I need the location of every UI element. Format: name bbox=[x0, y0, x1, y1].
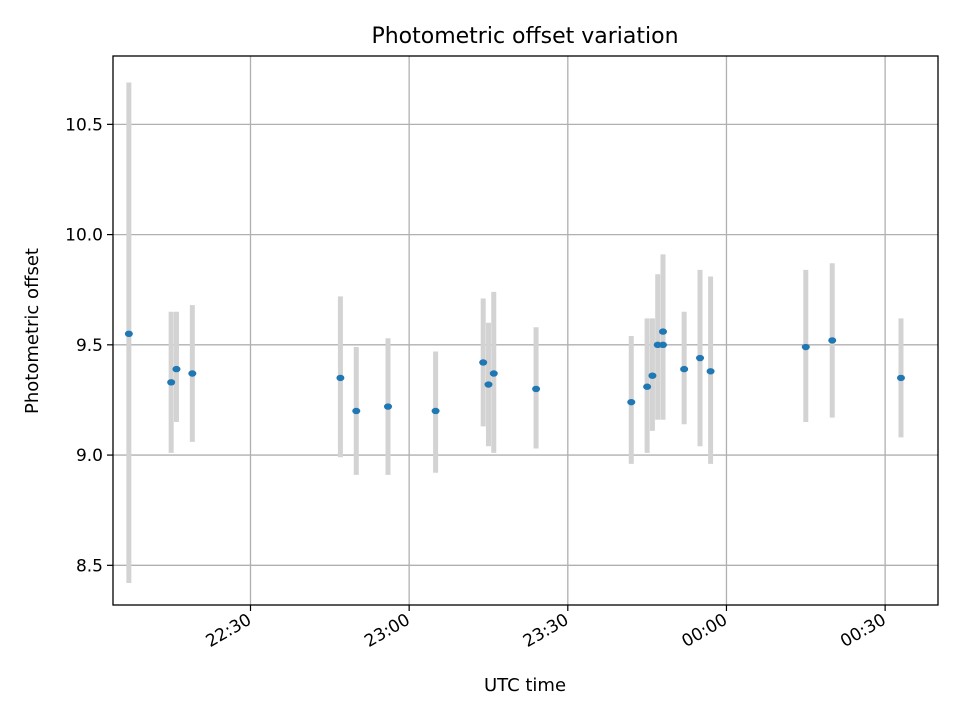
x-axis-label: UTC time bbox=[484, 675, 566, 696]
data-point bbox=[648, 372, 657, 379]
data-point bbox=[167, 379, 176, 386]
y-tick-label: 10.0 bbox=[65, 226, 103, 246]
data-point bbox=[532, 385, 541, 393]
data-point bbox=[124, 330, 133, 338]
data-point bbox=[431, 407, 440, 415]
data-point bbox=[352, 407, 361, 415]
data-point bbox=[643, 383, 652, 390]
data-point bbox=[896, 374, 905, 382]
y-axis-ticks: 8.5 9.0 9.5 10.0 10.5 bbox=[65, 115, 113, 576]
data-point bbox=[627, 398, 636, 406]
data-point bbox=[172, 365, 181, 373]
data-point bbox=[336, 374, 345, 382]
chart-title: Photometric offset variation bbox=[371, 24, 678, 49]
y-tick-label: 10.5 bbox=[65, 115, 103, 135]
data-point bbox=[484, 381, 493, 388]
data-point bbox=[489, 370, 498, 377]
data-point bbox=[384, 403, 392, 410]
plot-frame bbox=[112, 55, 939, 606]
data-point bbox=[659, 341, 667, 349]
data-point bbox=[659, 328, 667, 335]
y-tick-label: 9.5 bbox=[76, 336, 103, 356]
data-point bbox=[801, 343, 810, 351]
data-point bbox=[188, 370, 197, 377]
data-point bbox=[706, 368, 715, 375]
data-point bbox=[680, 365, 689, 373]
data-points bbox=[124, 328, 905, 415]
data-point bbox=[479, 359, 488, 366]
y-tick-label: 8.5 bbox=[76, 556, 103, 576]
y-tick-label: 9.0 bbox=[76, 446, 103, 466]
data-point bbox=[696, 354, 705, 362]
grid-lines bbox=[113, 56, 938, 605]
y-axis-label: Photometric offset bbox=[22, 248, 43, 414]
data-point bbox=[828, 337, 837, 344]
